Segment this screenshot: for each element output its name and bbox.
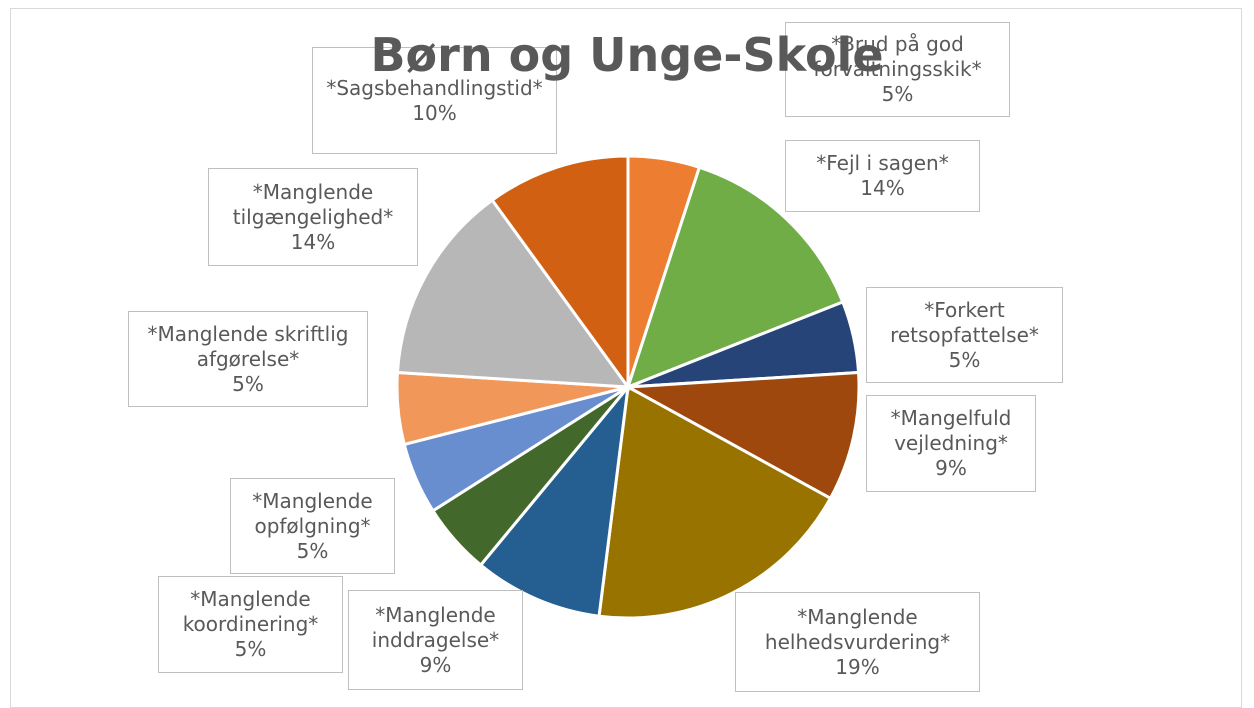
label-value: 5% xyxy=(234,637,267,661)
pie-slice xyxy=(395,198,632,389)
data-label: *Manglende inddragelse* 9% xyxy=(348,590,523,690)
label-name: *Mangelfuld vejledning* xyxy=(890,406,1012,455)
data-label: *Mangelfuld vejledning* 9% xyxy=(866,395,1036,492)
label-value: 5% xyxy=(296,538,329,563)
label-value: 5% xyxy=(881,82,914,106)
label-name: *Manglende tilgængelighed* xyxy=(232,179,394,229)
data-label: *Sagsbehandlingstid* 10% xyxy=(312,47,557,154)
label-name: *Manglende helhedsvurdering* xyxy=(764,604,951,654)
chart xyxy=(395,154,861,620)
label-name: *Manglende inddragelse* xyxy=(371,602,500,652)
label-value: 5% xyxy=(948,347,981,372)
pie-slice xyxy=(490,154,630,392)
data-label: *Manglende tilgængelighed* 14% xyxy=(208,168,418,266)
label-name: *Manglende skriftlig afgørelse* xyxy=(147,321,349,371)
label-name: *Fejl i sagen* xyxy=(816,151,949,175)
label-value: 14% xyxy=(290,229,336,254)
pie-slice xyxy=(597,384,833,620)
pie-slice xyxy=(625,165,845,390)
data-label: *Manglende skriftlig afgørelse* 5% xyxy=(128,311,368,407)
data-label: *Forkert retsopfattelse* 5% xyxy=(866,287,1063,383)
label-value: 9% xyxy=(935,456,967,480)
data-label: *Fejl i sagen* 14% xyxy=(785,140,980,212)
label-name: *Sagsbehandlingstid* xyxy=(326,75,543,100)
data-label: *Manglende helhedsvurdering* 19% xyxy=(735,592,980,692)
label-value: 14% xyxy=(860,176,905,200)
label-value: 10% xyxy=(412,100,457,125)
label-name: *Forkert retsopfattelse* xyxy=(890,297,1039,347)
pie-slice xyxy=(478,382,631,618)
data-label: *Manglende koordinering* 5% xyxy=(158,576,343,673)
label-value: 19% xyxy=(835,654,880,679)
label-name: *Brud på god forvaltningsskik* xyxy=(813,32,982,81)
label-value: 5% xyxy=(232,371,264,396)
data-label: *Brud på god forvaltningsskik* 5% xyxy=(785,22,1010,117)
chart-title: Børn og Unge-Skole xyxy=(370,28,884,82)
label-value: 9% xyxy=(419,652,452,677)
page: *Brud på god forvaltningsskik* 5% *Fejl i … xyxy=(10,8,1242,708)
label-name: *Manglende koordinering* xyxy=(182,587,319,636)
pie-slice xyxy=(622,370,861,501)
label-name: *Manglende opfølgning* xyxy=(252,488,373,538)
data-label: *Manglende opfølgning* 5% xyxy=(230,478,395,574)
